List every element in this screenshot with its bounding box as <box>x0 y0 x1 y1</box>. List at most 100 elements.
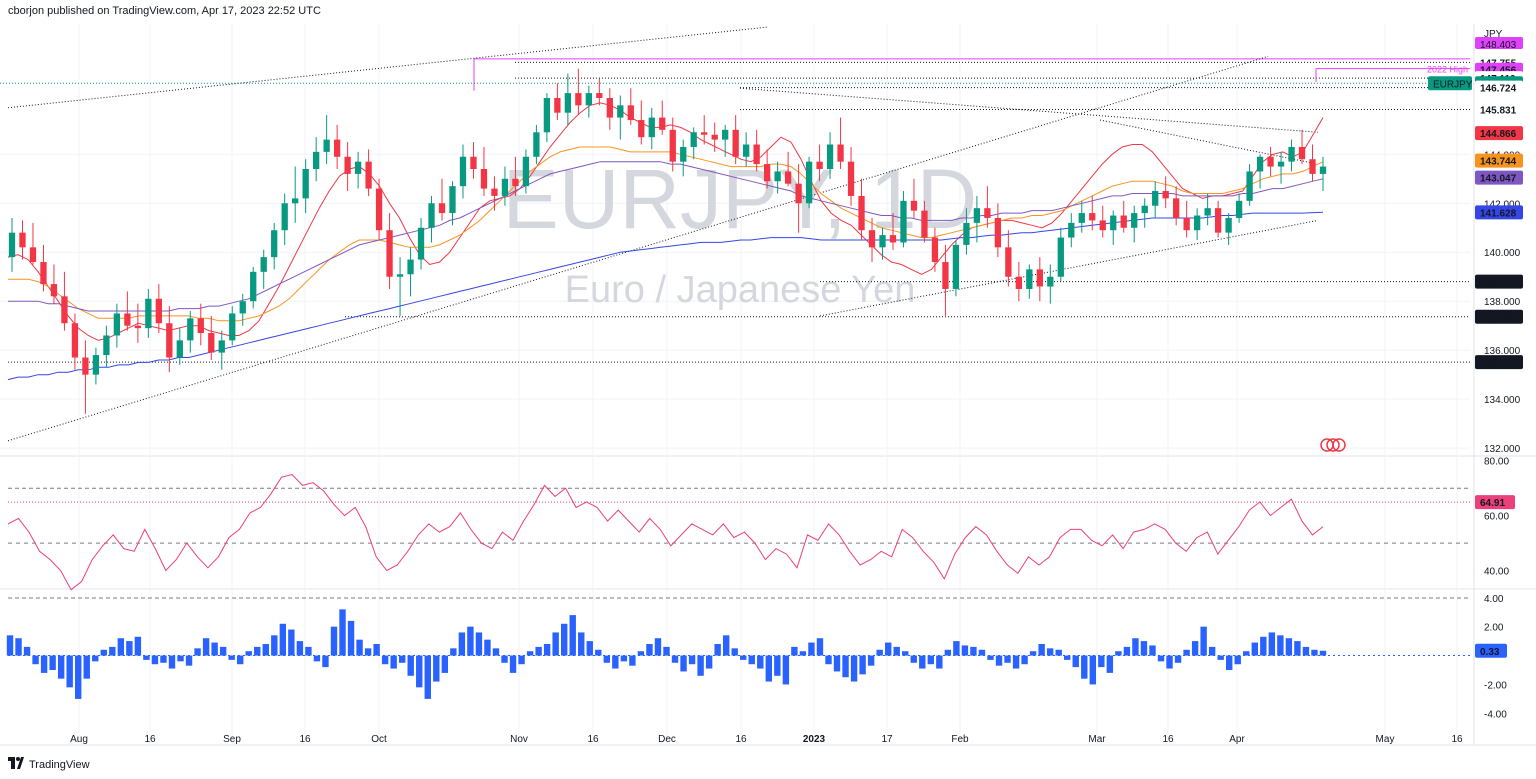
hist-bar <box>177 655 184 662</box>
candle-body <box>826 144 834 169</box>
hist-bar <box>262 644 269 656</box>
y-tick-label: 138.000 <box>1484 297 1521 308</box>
hist-bar <box>151 655 159 665</box>
candle-body <box>711 134 718 140</box>
hist-bar <box>714 644 721 656</box>
candle-body <box>1288 146 1295 162</box>
price-label: 143.744 <box>1480 157 1517 168</box>
candle-body <box>627 105 634 121</box>
hist-bar <box>1149 645 1156 656</box>
price-pane[interactable]: 2022 High2022 High <box>0 26 1470 452</box>
hist-bar <box>1123 646 1131 656</box>
price-label-bg <box>1475 153 1523 168</box>
trendline-short <box>1099 119 1319 165</box>
price-label: 143.047 <box>1480 174 1517 185</box>
time-axis[interactable]: Aug 16 Sep 16 Oct Nov 16 Dec 16 2023 17 Feb Mar 16 Apr… <box>70 734 1463 745</box>
x-tick-label: Aug <box>70 734 88 745</box>
hist-bar <box>501 655 508 663</box>
hist-bar <box>535 646 542 656</box>
brand-name: TradingView <box>29 758 90 771</box>
candle-body <box>701 132 708 135</box>
hist-bar <box>1021 655 1028 665</box>
candle-body <box>743 144 750 157</box>
trendline-upper <box>7 26 769 109</box>
alert-icon <box>1326 438 1340 452</box>
candle-body <box>260 257 267 272</box>
hist-bar <box>646 644 653 656</box>
hist-y-tick-label: 2.00 <box>1484 623 1504 634</box>
candle-body <box>239 301 246 314</box>
candle-body <box>973 208 981 223</box>
candle-body <box>963 222 970 245</box>
candle-body <box>1005 247 1012 277</box>
hist-bar <box>433 655 440 682</box>
candle-body <box>1026 269 1033 289</box>
x-tick-label: 17 <box>881 734 893 745</box>
hist-bar <box>842 655 849 678</box>
hist-bar <box>816 638 824 656</box>
candle-body <box>575 93 582 106</box>
hist-bar <box>654 638 662 656</box>
hist-bar <box>671 655 679 663</box>
candle-body <box>522 156 530 187</box>
candle-body <box>396 274 404 277</box>
candle-body <box>1173 198 1180 218</box>
candle-body <box>648 117 655 138</box>
price-label-bg <box>1475 309 1523 324</box>
hist-bar <box>202 638 210 656</box>
hist-bar <box>458 632 466 656</box>
hist-bar <box>1260 636 1267 656</box>
candle-body <box>1131 213 1138 228</box>
candle-body <box>1267 156 1274 167</box>
candle-body <box>753 144 760 165</box>
hist-bar <box>83 655 90 679</box>
candle-body <box>1162 191 1169 199</box>
hist-bar <box>475 632 483 656</box>
hist-bar <box>160 655 167 663</box>
hist-bar <box>927 655 935 665</box>
candle-body <box>313 151 320 169</box>
hist-bar <box>543 644 551 656</box>
candle-body <box>1068 222 1075 238</box>
hist-bar <box>1285 638 1293 656</box>
hist-bar <box>492 648 500 656</box>
hist-bar <box>1319 650 1327 656</box>
hist-bar <box>1140 641 1148 656</box>
candle-body <box>82 357 89 375</box>
candle-body <box>61 296 68 324</box>
rsi-pane[interactable] <box>7 473 1470 599</box>
candle-body <box>784 171 792 184</box>
y-tick-label: 132.000 <box>1484 444 1521 455</box>
hist-bar <box>109 646 116 656</box>
hist-bar <box>254 646 261 656</box>
hist-bar <box>663 646 670 656</box>
hist-bar <box>305 646 312 656</box>
price-axis[interactable]: 132.000 134.000 136.000 138.000 140.000 142.0… <box>1428 37 1523 720</box>
candle-body <box>302 169 309 199</box>
hist-bar <box>373 644 380 656</box>
hist-bar <box>1294 641 1301 656</box>
hist-bar <box>740 655 747 660</box>
candle-body <box>187 318 194 341</box>
x-tick-label: Apr <box>1229 734 1245 745</box>
histogram-pane[interactable] <box>6 609 1470 699</box>
hist-bar <box>731 648 738 656</box>
candle-body <box>732 129 739 157</box>
candle-body <box>952 244 960 289</box>
hist-bar <box>356 639 363 656</box>
hist-bar <box>987 655 994 660</box>
price-label: 137.363 <box>1480 313 1517 324</box>
hist-bar <box>1029 651 1037 656</box>
hist-bar <box>680 655 687 672</box>
x-tick-label: 16 <box>299 734 311 745</box>
hist-bar <box>296 641 304 656</box>
hist-bar <box>1302 646 1310 656</box>
candle-body <box>1235 200 1243 218</box>
x-tick-label: Mar <box>1088 734 1106 745</box>
hist-bar <box>910 655 917 663</box>
candle-body <box>921 210 928 238</box>
hist-bar <box>586 641 593 656</box>
hist-bar <box>867 655 875 666</box>
candle-body <box>659 117 666 130</box>
